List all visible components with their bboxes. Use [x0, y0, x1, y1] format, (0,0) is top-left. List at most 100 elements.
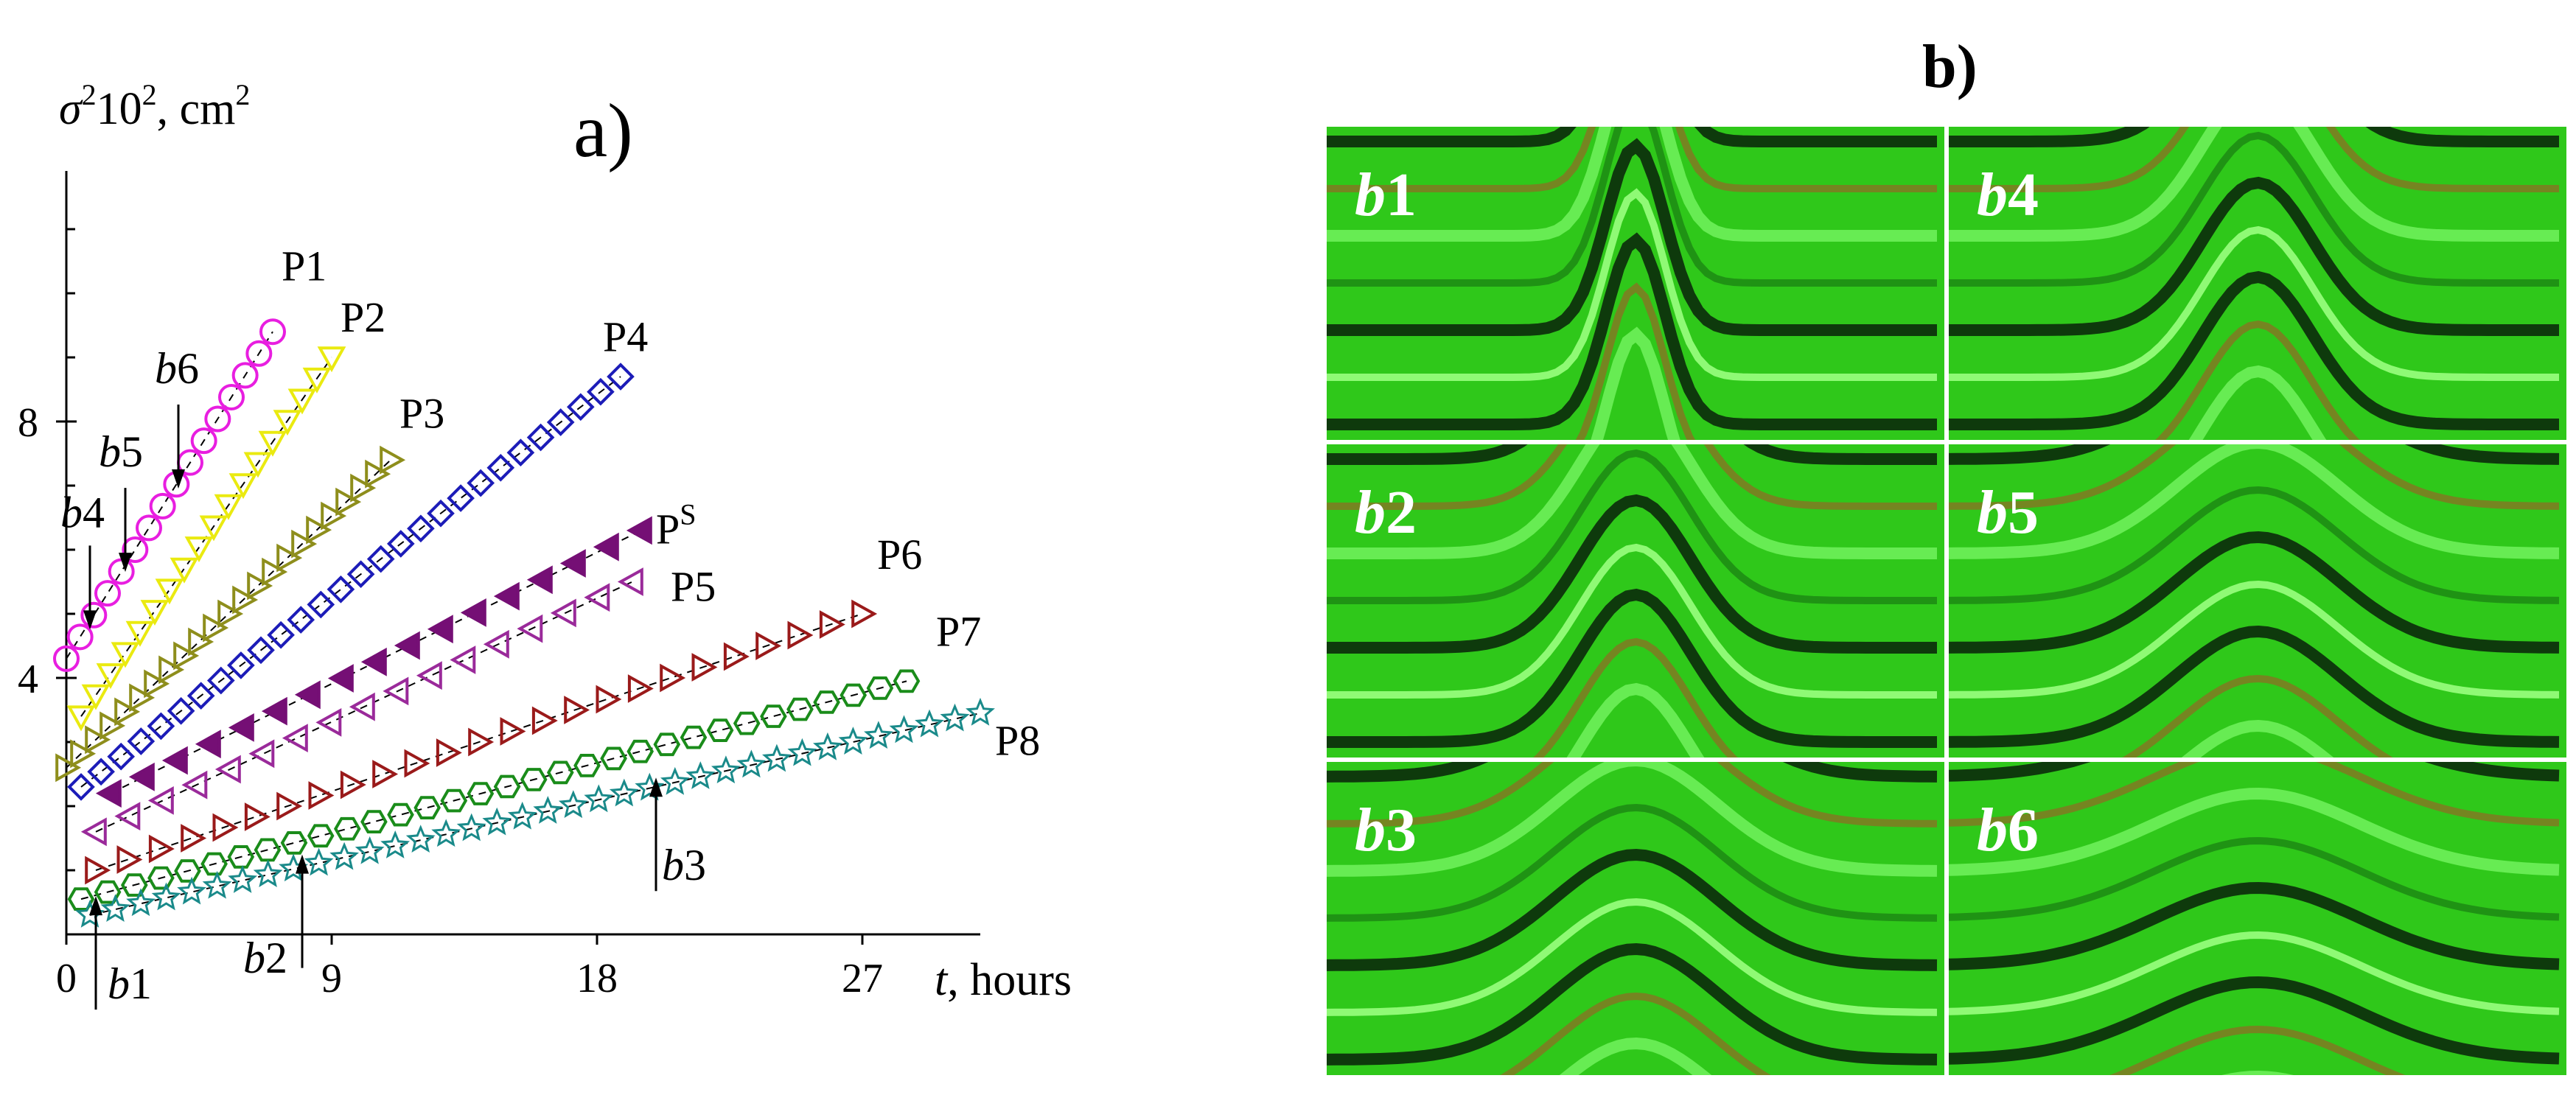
- point-ps: [360, 647, 387, 676]
- point-ps: [493, 581, 520, 611]
- point-p4: [366, 545, 395, 573]
- point-ps: [559, 549, 586, 578]
- point-p4: [186, 682, 215, 710]
- point-p6: [627, 674, 654, 703]
- fringe: [1327, 848, 1938, 971]
- point-p8: [431, 819, 461, 847]
- point-p8: [966, 697, 995, 726]
- point-p3: [203, 613, 229, 643]
- point-p1: [53, 645, 80, 672]
- trend-line-p8: [89, 712, 981, 916]
- fringe: [1949, 0, 2559, 94]
- point-p6: [660, 663, 686, 693]
- point-p1: [231, 362, 259, 389]
- point-p4: [247, 636, 275, 665]
- point-p8: [864, 721, 893, 749]
- point-p1: [108, 558, 135, 585]
- point-p8: [584, 784, 614, 813]
- point-p6: [819, 610, 845, 639]
- point-p2: [302, 367, 332, 393]
- point-p6: [276, 791, 303, 821]
- image-label-b1: b1: [1355, 161, 1417, 229]
- fringe: [1949, 131, 2559, 287]
- point-ps: [626, 516, 652, 545]
- point-p6: [723, 642, 750, 671]
- fringe: [1500, 992, 1771, 1075]
- point-p4: [486, 453, 515, 482]
- fringe: [1949, 787, 2560, 876]
- fringe: [1327, 232, 1937, 430]
- fringe: [1949, 836, 2560, 921]
- point-p1: [190, 427, 217, 455]
- point-p5: [181, 770, 208, 800]
- annotation-b4-label: b4: [60, 489, 105, 537]
- point-p7: [120, 873, 148, 897]
- series-labels: P1 P2 P3 P4 PS P5 P6 P7 P8: [282, 242, 1040, 765]
- image-grid: b1 b4 b2 b5 b3 b6: [1327, 0, 2566, 1075]
- point-p3: [173, 641, 200, 671]
- point-p4: [287, 606, 315, 634]
- point-p4: [107, 742, 136, 771]
- series-label-p4: P4: [603, 312, 648, 360]
- point-p8: [558, 790, 588, 819]
- point-p4: [87, 758, 115, 786]
- point-p4: [327, 575, 355, 604]
- fringe: [1949, 127, 2559, 147]
- point-p2: [111, 642, 140, 668]
- point-p8: [889, 715, 919, 744]
- axis-ticks: 0 9 18 27 4 8: [18, 228, 883, 1001]
- point-p8: [456, 813, 486, 842]
- point-p7: [600, 746, 627, 771]
- point-p8: [660, 766, 690, 795]
- point-p2: [125, 620, 155, 647]
- point-p4: [127, 727, 156, 755]
- point-p1: [149, 492, 176, 519]
- annotation-b5-label: b5: [99, 427, 143, 476]
- point-p4: [407, 514, 435, 543]
- point-p7: [733, 711, 761, 735]
- fringe: [2221, 1070, 2294, 1075]
- fringe: [1949, 976, 2560, 1065]
- point-p8: [380, 830, 411, 858]
- point-p2: [184, 536, 214, 563]
- annotation-b1-label: b1: [108, 959, 152, 1008]
- annotation-b3-head: [649, 777, 663, 797]
- trend-line-p5: [95, 581, 633, 833]
- y-axis-label: σ2102, cm2: [59, 78, 250, 134]
- point-p2: [287, 388, 317, 415]
- point-p5: [416, 661, 442, 690]
- point-p3: [247, 571, 273, 601]
- trend-line-p7: [80, 680, 907, 900]
- point-p7: [546, 760, 574, 785]
- point-p3: [129, 683, 156, 713]
- series-label-p3: P3: [399, 390, 444, 438]
- point-p7: [893, 669, 921, 693]
- point-p3: [70, 739, 97, 769]
- point-p4: [546, 408, 575, 436]
- fringe: [1949, 580, 2560, 699]
- fringe: [1327, 138, 1937, 336]
- point-p3: [262, 557, 288, 587]
- point-p6: [787, 620, 814, 650]
- annotation-b4-head: [83, 610, 97, 630]
- fringe: [1949, 127, 2559, 192]
- point-p5: [349, 692, 375, 721]
- fringe: [1566, 682, 1705, 758]
- point-p8: [253, 859, 283, 887]
- point-p6: [755, 632, 782, 660]
- point-p3: [114, 697, 141, 727]
- point-p6: [404, 749, 430, 778]
- annotation-b2-head: [296, 854, 309, 874]
- point-p1: [94, 580, 121, 607]
- point-p4: [506, 438, 535, 467]
- fringe: [2122, 674, 2393, 758]
- y-tick-label: 8: [18, 400, 38, 446]
- point-p7: [680, 725, 708, 749]
- point-p2: [214, 494, 243, 520]
- point-p8: [761, 744, 792, 772]
- point-p5: [147, 786, 174, 815]
- fringe: [1591, 326, 1680, 440]
- x-axis-label: t, hours: [935, 955, 1072, 1005]
- point-p8: [915, 709, 944, 738]
